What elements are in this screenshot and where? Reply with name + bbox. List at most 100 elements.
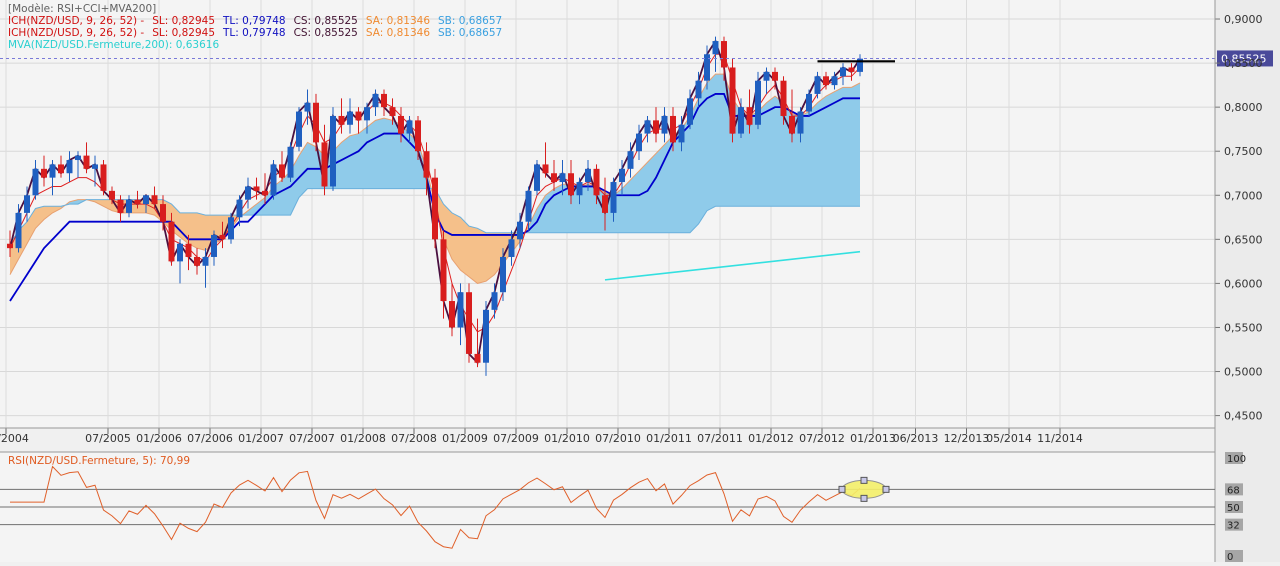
candle-body xyxy=(449,301,455,328)
y-tick-label: 0,7500 xyxy=(1224,145,1263,158)
candle-body xyxy=(729,67,736,134)
candle-body xyxy=(168,221,175,262)
x-tick-label: 06/2013 xyxy=(893,432,939,445)
y-tick-label: 0,9000 xyxy=(1224,13,1263,26)
price-badge xyxy=(1217,50,1273,67)
cloud-segment xyxy=(350,133,359,189)
rsi-handle xyxy=(860,476,868,484)
candle-body xyxy=(24,195,30,213)
ich-tl: TL: 0,79748 xyxy=(223,27,286,39)
candle-body xyxy=(347,111,353,125)
candle-body xyxy=(287,146,294,178)
x-tick-label: 01/2012 xyxy=(748,432,794,445)
cloud-segment xyxy=(766,96,775,207)
candle-body xyxy=(491,292,498,310)
cloud-segment xyxy=(528,208,537,233)
candle-body xyxy=(100,164,107,191)
cloud-segment xyxy=(69,199,78,205)
cloud-segment xyxy=(749,111,758,207)
y-tick-label: 0,8500 xyxy=(1224,57,1263,70)
cloud-segment xyxy=(392,120,401,189)
x-tick-label: 07/2010 xyxy=(595,432,641,445)
candle-body xyxy=(823,76,829,86)
cloud-segment xyxy=(452,212,461,271)
candle-body xyxy=(49,164,56,178)
cloud-segment xyxy=(664,135,673,233)
rsi-tick-label: 68 xyxy=(1227,485,1240,496)
candle-body xyxy=(15,212,22,249)
candle-body xyxy=(500,256,506,293)
candle-body xyxy=(177,243,183,262)
candle-body xyxy=(304,102,311,112)
candle-body xyxy=(415,120,421,152)
ich-tl: TL: 0,79748 xyxy=(223,15,286,27)
cloud-segment xyxy=(681,115,690,233)
rsi-handle xyxy=(882,485,890,493)
candle-body xyxy=(126,199,132,213)
candle-body xyxy=(585,168,591,183)
cloud-segment xyxy=(775,96,784,207)
cloud-segment xyxy=(656,144,665,233)
candle-body xyxy=(228,217,234,240)
candle-body xyxy=(678,124,685,143)
candle-body xyxy=(398,115,404,134)
candle-body xyxy=(738,107,744,134)
rsi-line xyxy=(10,465,861,549)
candle-body xyxy=(559,173,566,183)
cloud-segment xyxy=(35,206,44,229)
candle-body xyxy=(517,221,523,240)
cloud-segment xyxy=(375,118,384,189)
candle-body xyxy=(806,93,812,112)
candle-body xyxy=(508,239,515,257)
candle-body xyxy=(721,41,727,68)
candlesticks xyxy=(7,36,863,376)
model-label: [Modèle: RSI+CCI+MVA200] xyxy=(8,3,157,15)
candle-body xyxy=(75,155,81,161)
candle-body xyxy=(661,115,668,134)
candle-body xyxy=(687,98,693,125)
cloud-segment xyxy=(188,212,197,249)
cloud-segment xyxy=(817,96,826,207)
candle-body xyxy=(270,164,277,196)
x-tick-label: 01/2007 xyxy=(238,432,284,445)
candle-body xyxy=(160,204,166,222)
candle-body xyxy=(653,120,659,134)
candle-body xyxy=(534,164,540,191)
candle-body xyxy=(406,120,413,134)
candle-body xyxy=(117,199,124,213)
candle-body xyxy=(143,195,149,205)
candle-body xyxy=(32,168,39,196)
candle-body xyxy=(262,190,268,196)
candle-body xyxy=(551,173,557,183)
cloud-segment xyxy=(630,171,639,233)
cloud-segment xyxy=(758,102,767,207)
candle-body xyxy=(330,115,336,187)
legend-model: [Modèle: RSI+CCI+MVA200] xyxy=(8,3,164,15)
x-tick-label: 05/2014 xyxy=(986,432,1032,445)
ich-sa: SA: 0,81346 xyxy=(365,27,431,39)
x-tick-label: 07/2006 xyxy=(187,432,233,445)
candle-body xyxy=(474,353,481,363)
candle-body xyxy=(593,168,600,196)
y-tick-label: 0,6000 xyxy=(1224,277,1263,290)
rsi-tick-label: 32 xyxy=(1227,521,1240,532)
rsi-tick-bg xyxy=(1225,518,1243,531)
cloud-segment xyxy=(384,118,393,189)
ichimoku-cloud xyxy=(9,73,861,284)
candle-body xyxy=(321,142,328,187)
candle-body xyxy=(746,107,753,125)
time-x-axis: 07/2004 07/2005 01/2006 07/2006 01/2007 07/20… xyxy=(0,428,1083,445)
cloud-segment xyxy=(579,184,588,233)
candle-body xyxy=(372,93,379,108)
rsi-label: RSI(NZD/USD.Fermeture, 5): 70,99 xyxy=(8,455,191,467)
x-tick-label: 07/2009 xyxy=(493,432,539,445)
cloud-segment xyxy=(571,184,580,233)
candle-body xyxy=(712,41,719,55)
ich-sb: SB: 0,68657 xyxy=(438,15,503,27)
ich-sl: SL: 0,82945 xyxy=(152,15,215,27)
x-tick-label: 01/2013 xyxy=(850,432,896,445)
rsi-handle xyxy=(860,494,868,502)
cloud-segment xyxy=(562,184,571,233)
x-tick-label: 07/2011 xyxy=(697,432,743,445)
